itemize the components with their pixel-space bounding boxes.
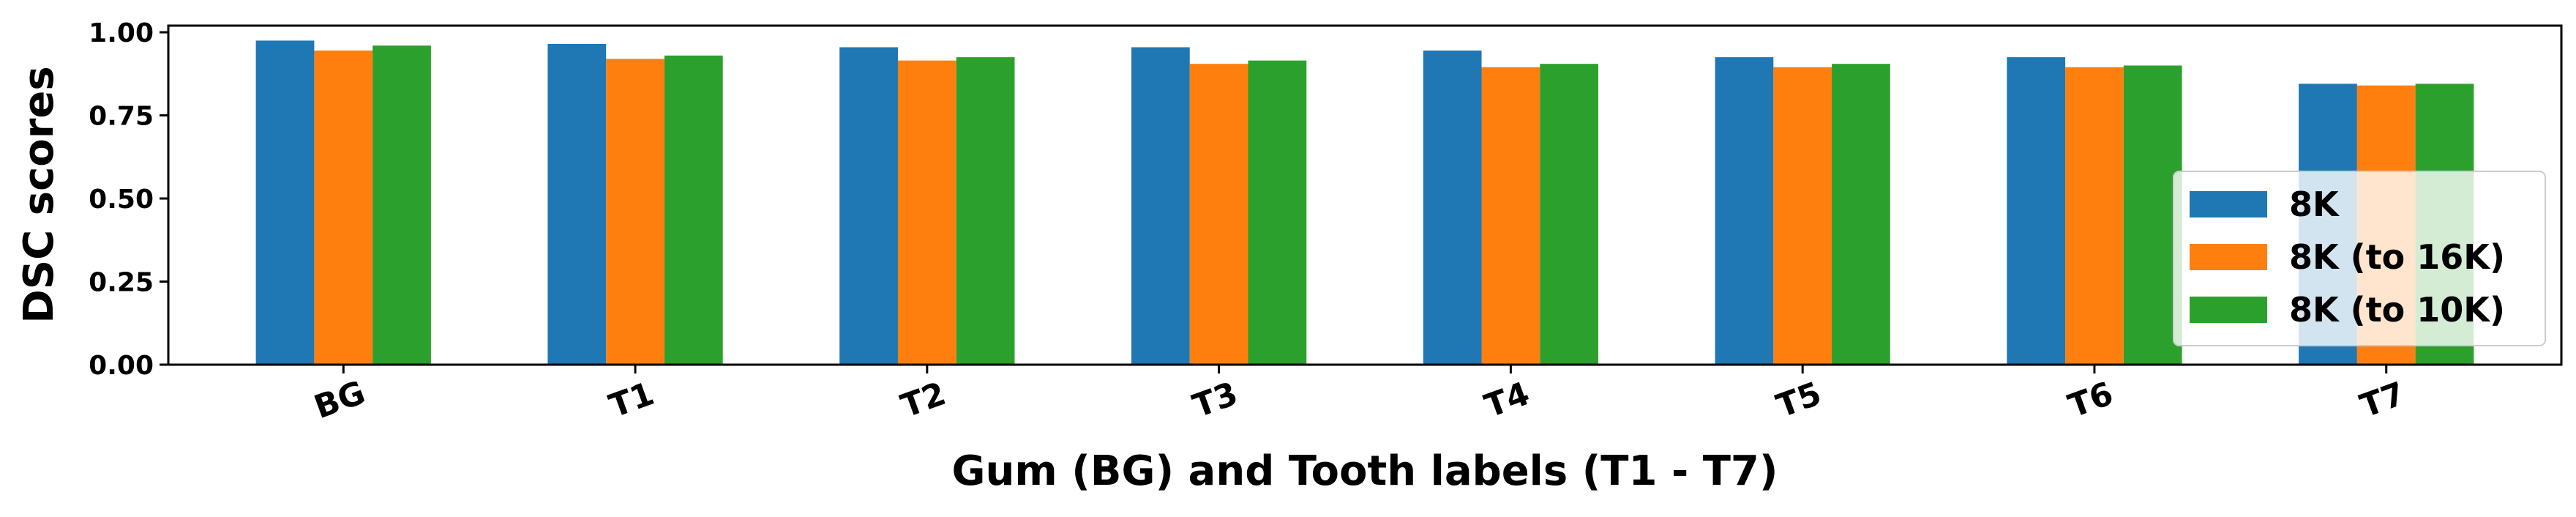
- y-axis-label: DSC scores: [15, 66, 63, 323]
- bar-t2-series-3: [956, 57, 1015, 365]
- bar-bg-series-2: [314, 51, 373, 365]
- bar-t5-series-2: [1773, 67, 1832, 365]
- y-tick-label: 1.00: [89, 18, 154, 48]
- bar-t5-series-3: [1832, 64, 1890, 365]
- legend-swatch-series-2: [2190, 244, 2267, 270]
- bar-t3-series-3: [1248, 60, 1307, 365]
- x-axis-label: Gum (BG) and Tooth labels (T1 - T7): [952, 447, 1778, 495]
- y-axis: 0.00 0.25 0.50 0.75 1.00: [89, 18, 168, 381]
- bar-t1-series-1: [547, 43, 607, 365]
- y-tick-label: 0.25: [89, 268, 154, 298]
- bar-t2-series-1: [839, 47, 898, 365]
- legend-swatch-series-3: [2190, 297, 2267, 323]
- legend-label-series-3: 8K (to 10K): [2289, 290, 2505, 330]
- bar-t6-series-1: [2007, 57, 2066, 365]
- x-tick-label: T7: [2356, 375, 2410, 425]
- y-tick-label: 0.75: [89, 102, 154, 132]
- bar-t2-series-2: [897, 60, 956, 365]
- x-tick-label: T3: [1188, 375, 1242, 425]
- bar-t3-series-1: [1131, 47, 1190, 365]
- y-tick-label: 0.50: [89, 185, 154, 215]
- legend: 8K 8K (to 16K) 8K (to 10K): [2173, 171, 2546, 346]
- x-tick-label: T2: [896, 375, 951, 425]
- x-tick-label: T4: [1480, 375, 1534, 425]
- bar-t4-series-3: [1540, 64, 1599, 365]
- bar-t4-series-2: [1481, 67, 1540, 365]
- bar-t6-series-3: [2123, 65, 2182, 365]
- x-tick-label: T6: [2064, 375, 2118, 425]
- bar-bg-series-1: [255, 40, 315, 365]
- legend-swatch-series-1: [2190, 191, 2267, 217]
- bar-t1-series-2: [606, 59, 664, 365]
- bar-t1-series-3: [664, 55, 723, 365]
- bar-bg-series-3: [372, 45, 431, 365]
- x-axis: BG T1 T2 T3 T4 T5 T6 T7: [310, 365, 2410, 426]
- bars-layer: [255, 40, 2474, 365]
- y-tick-label: 0.00: [89, 351, 154, 381]
- bar-t3-series-2: [1189, 64, 1248, 365]
- x-tick-label: T1: [604, 375, 659, 425]
- bar-t5-series-1: [1715, 57, 1774, 365]
- x-tick-label: BG: [310, 374, 370, 427]
- x-tick-label: T5: [1772, 375, 1826, 425]
- bar-t4-series-1: [1423, 51, 1482, 365]
- legend-label-series-1: 8K: [2289, 185, 2340, 224]
- plot-frame: [167, 24, 2563, 366]
- bar-t6-series-2: [2065, 67, 2124, 365]
- legend-label-series-2: 8K (to 16K): [2289, 237, 2505, 277]
